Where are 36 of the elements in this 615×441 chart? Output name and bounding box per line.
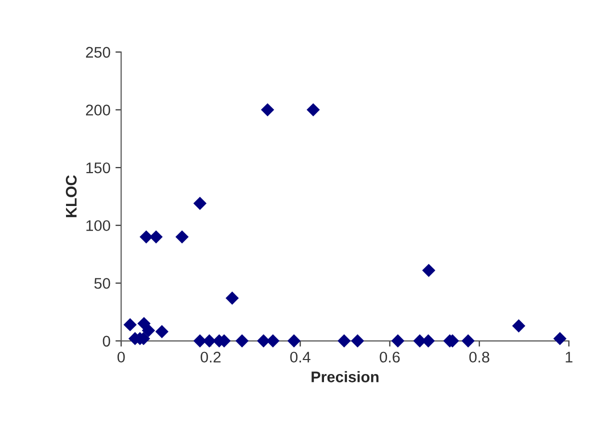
point — [422, 264, 436, 277]
x-axis-title: Precision — [312, 371, 378, 382]
point — [553, 332, 567, 346]
y-tick-label: 100 — [86, 220, 110, 232]
point — [149, 230, 163, 244]
point — [193, 334, 207, 348]
point — [306, 103, 320, 116]
point — [338, 334, 351, 348]
point — [391, 334, 404, 348]
y-tick-label: 200 — [86, 104, 110, 116]
y-tick-label: 0 — [102, 336, 110, 347]
point — [260, 103, 274, 116]
point — [175, 230, 189, 244]
point — [202, 334, 216, 348]
point — [512, 319, 526, 332]
point — [226, 292, 239, 305]
point — [140, 230, 153, 244]
y-tick-label: 150 — [86, 162, 110, 174]
x-tick-label: 0.2 — [200, 352, 221, 363]
point — [266, 334, 280, 348]
y-tick-label: 250 — [86, 46, 110, 58]
x-tick-label: 1 — [566, 352, 572, 362]
point — [193, 196, 207, 210]
point — [287, 334, 301, 348]
point — [350, 334, 364, 348]
point — [124, 318, 137, 332]
point — [462, 334, 475, 348]
x-tick-label: 0.6 — [380, 352, 400, 363]
point — [155, 325, 168, 338]
y-axis-title: KLOC — [66, 175, 77, 218]
point — [235, 334, 249, 348]
y-tick-label: 50 — [94, 278, 110, 289]
x-tick-label: 0.4 — [290, 352, 310, 363]
point — [142, 324, 156, 338]
x-tick-label: 0.8 — [469, 352, 490, 363]
x-tick-label: 0 — [118, 352, 125, 363]
